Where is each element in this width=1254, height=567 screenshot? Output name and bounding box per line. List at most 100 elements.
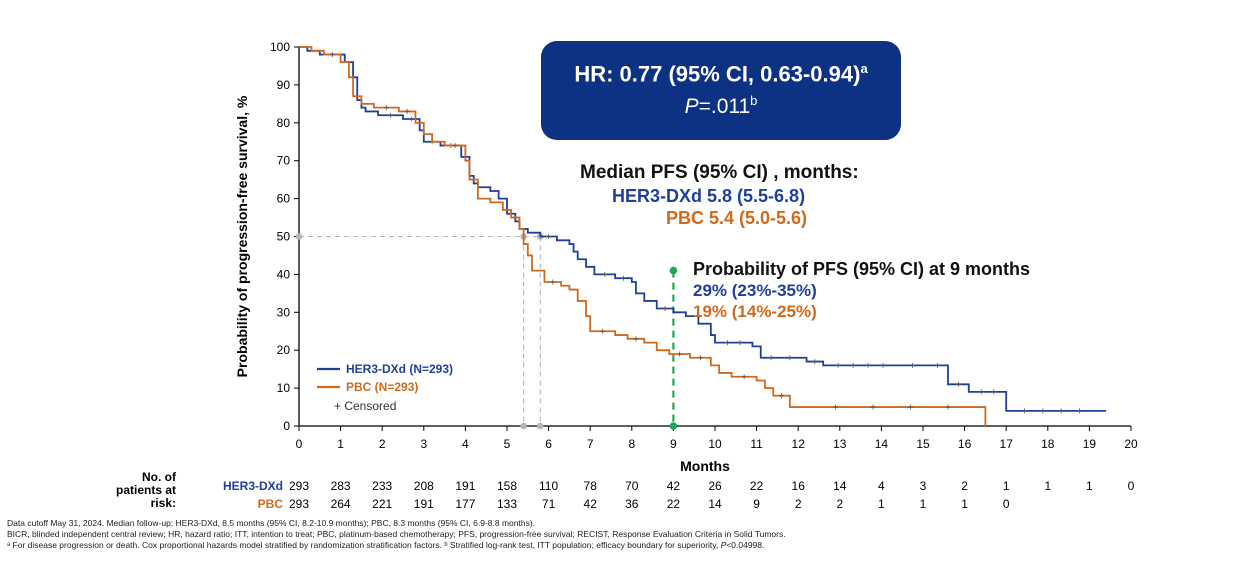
risk-value: 283 [331, 479, 351, 493]
legend-label-pbc: PBC (N=293) [346, 380, 418, 394]
x-tick-label: 0 [296, 437, 303, 451]
x-tick-label: 5 [504, 437, 511, 451]
risk-value: 221 [372, 497, 392, 511]
risk-row-label-pbc: PBC [258, 497, 284, 511]
censor-mark [880, 362, 886, 368]
censor-mark [833, 404, 839, 410]
y-tick-label: 60 [277, 192, 291, 206]
censor-mark [865, 362, 871, 368]
censor-mark [388, 112, 394, 118]
risk-value: 191 [455, 479, 475, 493]
censor-mark [1022, 408, 1027, 414]
censor-mark [850, 362, 856, 368]
legend-label-her3dxd: HER3-DXd (N=293) [346, 362, 453, 376]
y-axis-title: Probability of progression-free survival… [234, 95, 250, 377]
censor-mark [677, 351, 683, 357]
footnote-p-label: P [720, 540, 727, 550]
censor-mark [408, 116, 414, 122]
censor-mark [620, 275, 626, 281]
risk-table-header: No. of [142, 470, 177, 484]
x-axis-title: Months [680, 458, 730, 474]
censor-mark [945, 404, 951, 410]
censor-mark [633, 336, 639, 342]
y-tick-label: 50 [277, 230, 291, 244]
risk-value: 1 [878, 497, 885, 511]
censor-mark [935, 362, 941, 368]
censor-mark [978, 389, 984, 395]
landmark-her3: 29% (23%-35%) [693, 281, 817, 300]
landmark-dot-bottom [669, 422, 678, 430]
censor-mark [1076, 408, 1082, 414]
x-tick-label: 2 [379, 437, 386, 451]
risk-value: 16 [792, 479, 806, 493]
p-footnote-mark: b [750, 93, 758, 109]
censor-mark [835, 362, 841, 368]
censor-mark [870, 404, 876, 410]
median-reference-dot [295, 233, 303, 240]
x-tick-label: 13 [833, 437, 847, 451]
risk-value: 2 [961, 479, 968, 493]
y-tick-label: 70 [277, 154, 291, 168]
x-tick-label: 17 [1000, 437, 1014, 451]
risk-value: 1 [1003, 479, 1010, 493]
risk-value: 9 [753, 497, 760, 511]
risk-value: 293 [289, 497, 309, 511]
risk-value: 14 [708, 497, 722, 511]
censor-mark [404, 108, 410, 114]
risk-row-label-her3dxd: HER3-DXd [223, 479, 283, 493]
hr-footnote-mark: a [860, 61, 868, 76]
x-tick-label: 7 [587, 437, 594, 451]
km-curve-pbc [299, 46, 987, 426]
risk-value: 26 [708, 479, 722, 493]
censor-mark [550, 279, 556, 285]
hazard-ratio-box: HR: 0.77 (95% CI, 0.63-0.94)a P=.011b [541, 41, 901, 140]
x-tick-label: 16 [958, 437, 972, 451]
x-tick-label: 12 [792, 437, 806, 451]
censor-mark [452, 143, 458, 149]
p-value: =.011 [698, 95, 751, 119]
risk-value: 233 [372, 479, 392, 493]
censor-mark [910, 362, 916, 368]
x-tick-label: 10 [708, 437, 722, 451]
y-tick-label: 0 [283, 419, 290, 433]
x-tick-label: 11 [750, 437, 763, 451]
risk-value: 14 [833, 479, 847, 493]
km-curve-her3dxd [299, 46, 1107, 412]
censor-mark [600, 328, 606, 334]
median-pfs-pbc: PBC 5.4 (5.0-5.6) [666, 208, 808, 228]
censor-mark [991, 389, 997, 395]
landmark-title: Probability of PFS (95% CI) at 9 months [693, 259, 1031, 279]
landmark-pbc: 19% (14%-25%) [693, 302, 817, 321]
y-tick-label: 90 [277, 78, 291, 92]
y-tick-label: 80 [277, 116, 291, 130]
median-pfs-her3: HER3-DXd 5.8 (5.5-6.8) [612, 186, 806, 206]
risk-value: 4 [878, 479, 885, 493]
risk-value: 264 [331, 497, 351, 511]
risk-value: 208 [414, 479, 434, 493]
median-reference-dot [520, 422, 527, 430]
p-label: P [684, 95, 699, 119]
x-tick-label: 18 [1041, 437, 1055, 451]
risk-value: 70 [625, 479, 639, 493]
risk-value: 293 [289, 479, 309, 493]
risk-value: 22 [667, 497, 681, 511]
censor-mark [1058, 408, 1064, 414]
censor-mark [724, 340, 730, 346]
risk-table-header: patients at [116, 483, 176, 497]
risk-value: 2 [836, 497, 843, 511]
censor-mark [779, 393, 785, 399]
risk-value: 191 [414, 497, 434, 511]
risk-value: 1 [1044, 479, 1051, 493]
risk-value: 0 [1128, 479, 1135, 493]
x-tick-label: 6 [545, 437, 552, 451]
x-tick-label: 15 [916, 437, 930, 451]
risk-value: 1 [961, 497, 968, 511]
footnote-line-2: BICR, blinded independent central review… [7, 529, 786, 539]
median-pfs-title: Median PFS (95% CI) , months: [580, 162, 859, 183]
risk-value: 22 [750, 479, 764, 493]
risk-value: 3 [920, 479, 927, 493]
risk-value: 78 [584, 479, 598, 493]
censor-mark [768, 355, 774, 361]
censor-mark [737, 340, 743, 346]
